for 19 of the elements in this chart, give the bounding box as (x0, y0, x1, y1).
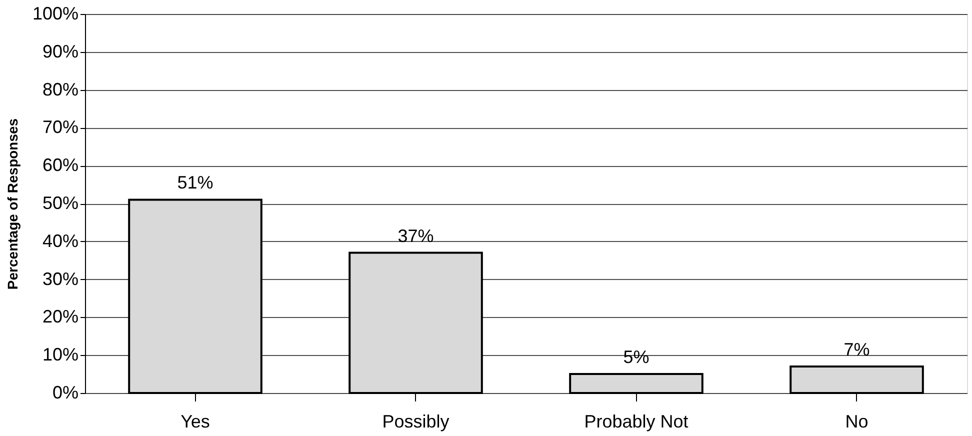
data-label: 51% (177, 172, 214, 193)
x-tick-label: Probably Not (584, 412, 688, 432)
y-tick-label: 30% (42, 268, 78, 289)
x-tick-label: No (845, 412, 868, 432)
y-tick-label: 60% (42, 155, 78, 176)
y-tick-label: 0% (52, 382, 78, 402)
y-tick-label: 50% (42, 193, 78, 213)
data-label: 7% (844, 339, 870, 360)
data-label: 37% (398, 226, 434, 246)
y-axis-title: Percentage of Responses (4, 118, 20, 290)
y-tick-label: 10% (42, 344, 78, 365)
y-tick-label: 80% (42, 79, 78, 100)
y-tick-label: 100% (32, 4, 78, 24)
y-tick-label: 40% (42, 230, 78, 251)
x-tick-label: Possibly (382, 412, 450, 432)
y-tick-label: 20% (42, 306, 78, 327)
y-tick-label: 70% (42, 117, 78, 138)
x-tick-label: Yes (180, 412, 210, 432)
y-tick-label: 90% (42, 41, 78, 62)
